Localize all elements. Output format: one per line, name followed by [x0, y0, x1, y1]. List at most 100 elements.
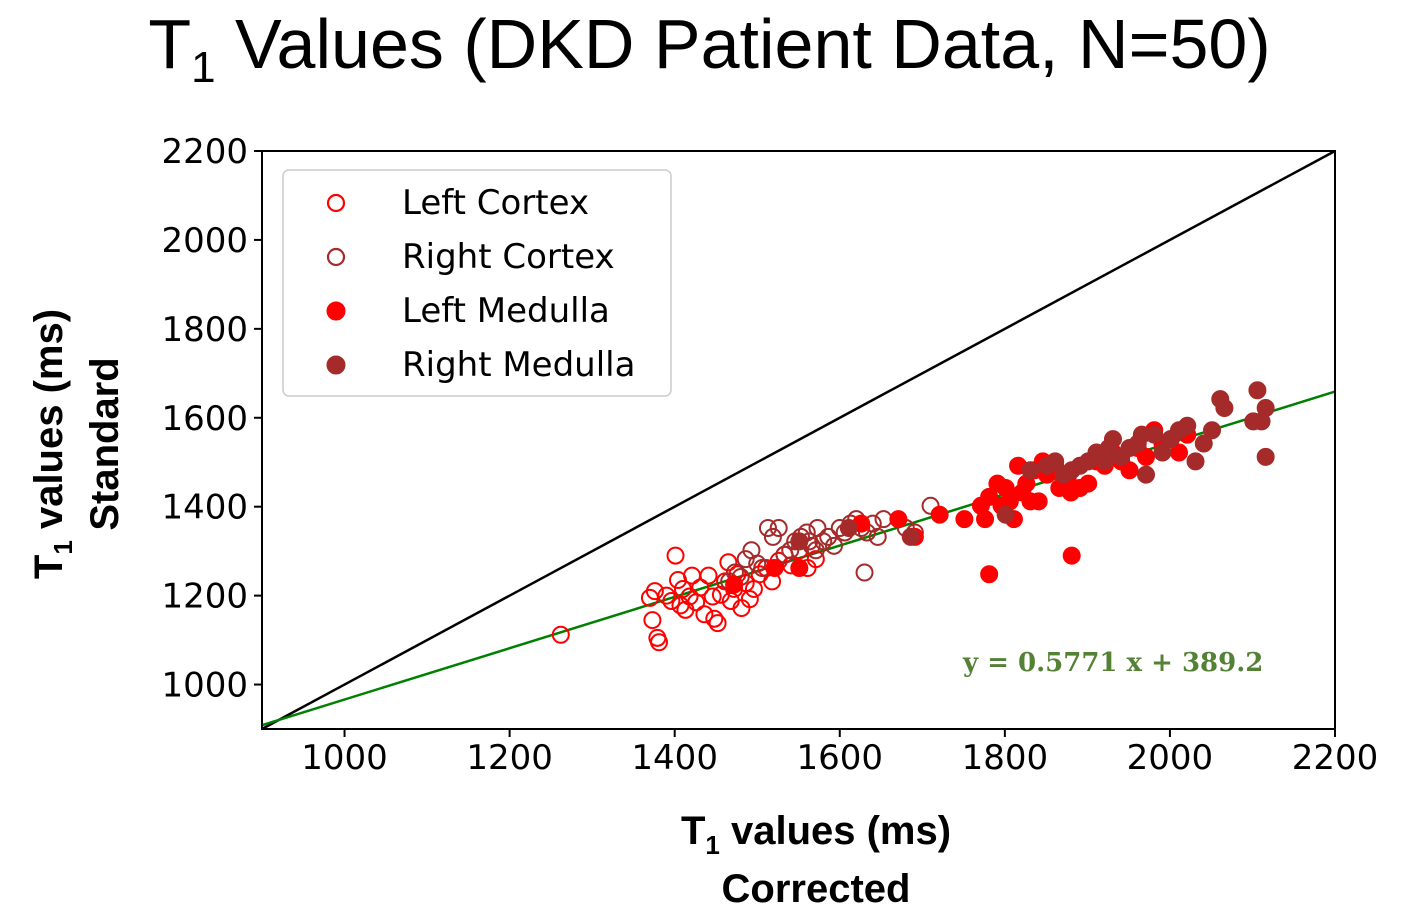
legend-label-right-medulla: Right Medulla: [402, 345, 635, 385]
x-axis-title: T1 values (ms): [681, 809, 951, 860]
left-cortex-point: [680, 587, 699, 606]
x-tick-label: 1200: [466, 738, 553, 778]
left-cortex-point: [806, 550, 825, 569]
right-medulla-point: [839, 519, 858, 538]
identity-line: [261, 149, 1336, 731]
right-medulla-point: [1256, 447, 1275, 466]
right-medulla-point: [901, 527, 920, 546]
left-medulla-point: [725, 575, 744, 594]
left-medulla-point: [1029, 492, 1048, 511]
legend-label-left-cortex: Left Cortex: [402, 183, 589, 223]
data-points: [551, 381, 1275, 652]
right-cortex-point: [819, 527, 838, 546]
left-medulla-point: [1062, 546, 1081, 565]
left-medulla-point: [976, 510, 995, 529]
fit-equation: y = 0.5771 x + 389.2: [962, 648, 1263, 678]
right-medulla-point: [1194, 434, 1213, 453]
x-axis-ticks: 1000 1200 1400 1600 1800 2000 2200: [301, 729, 1378, 778]
right-cortex-point: [824, 536, 843, 555]
legend: Left Cortex Right Cortex Left Medulla Right…: [282, 169, 672, 397]
y-axis-title-prefix: T: [27, 555, 71, 579]
left-medulla-point: [930, 505, 949, 524]
y-tick-label: 1000: [161, 666, 248, 706]
legend-marker-right-cortex: [326, 247, 346, 267]
right-medulla-point: [1178, 416, 1197, 435]
right-cortex-point: [874, 510, 893, 529]
y-tick-label: 2000: [161, 221, 248, 261]
right-medulla-point: [1046, 452, 1065, 471]
legend-marker-left-medulla: [326, 301, 346, 321]
right-cortex-point: [775, 545, 794, 564]
left-medulla-point: [1120, 461, 1139, 480]
left-medulla-point: [889, 510, 908, 529]
title-prefix: T: [148, 5, 192, 83]
left-cortex-point: [666, 546, 685, 565]
left-cortex-point: [719, 553, 738, 572]
right-medulla-point: [1153, 443, 1172, 462]
x-tick-label: 1000: [301, 738, 388, 778]
legend-label-right-cortex: Right Cortex: [402, 237, 615, 277]
left-cortex-point: [551, 625, 570, 644]
y-axis-title-subscript: 1: [48, 540, 78, 554]
right-cortex-point: [806, 541, 825, 560]
right-cortex-point: [736, 550, 755, 569]
left-cortex-point: [657, 586, 676, 605]
title-subscript: 1: [191, 43, 216, 92]
left-cortex-point: [650, 633, 669, 652]
left-cortex-point: [699, 566, 718, 585]
left-medulla-point: [1136, 447, 1155, 466]
y-tick-label: 1400: [161, 488, 248, 528]
left-cortex-point: [705, 609, 724, 628]
right-medulla-point: [1203, 421, 1222, 440]
left-medulla-point: [1079, 474, 1098, 493]
x-axis-title-line2: Corrected: [722, 867, 911, 911]
left-cortex-point: [671, 596, 690, 615]
plot-frame: [261, 150, 1336, 730]
left-cortex-point: [645, 582, 664, 601]
right-cortex-point: [855, 563, 874, 582]
x-axis-title-rest: values (ms): [720, 809, 951, 853]
x-tick-label: 2200: [1292, 738, 1379, 778]
left-cortex-point: [703, 587, 722, 606]
left-cortex-point: [683, 566, 702, 585]
y-axis-ticks: 1000 1200 1400 1600 1800 2000 2200: [161, 132, 262, 706]
y-tick-label: 1200: [161, 577, 248, 617]
left-medulla-point: [765, 559, 784, 578]
right-medulla-point: [1256, 398, 1275, 417]
legend-label-left-medulla: Left Medulla: [402, 291, 610, 331]
left-cortex-point: [708, 614, 727, 633]
left-cortex-point: [691, 578, 710, 597]
x-axis-title-prefix: T: [681, 809, 705, 853]
left-medulla-point: [980, 487, 999, 506]
x-tick-label: 1600: [797, 738, 884, 778]
right-cortex-point: [758, 519, 777, 538]
left-cortex-point: [740, 590, 759, 609]
right-medulla-point: [996, 505, 1015, 524]
right-medulla-point: [1215, 398, 1234, 417]
y-axis-title-line2: Standard: [83, 357, 127, 530]
left-medulla-point: [955, 510, 974, 529]
right-medulla-point: [1021, 461, 1040, 480]
y-axis-title-group: T1 values (ms) Standard: [27, 309, 127, 579]
title-rest: Values (DKD Patient Data, N=50): [215, 5, 1271, 83]
x-tick-label: 1800: [962, 738, 1049, 778]
y-tick-label: 1800: [161, 310, 248, 350]
y-axis-title-rest: values (ms): [27, 309, 71, 540]
legend-items: Left Cortex Right Cortex Left Medulla Right…: [326, 183, 635, 385]
left-cortex-point: [695, 605, 714, 624]
right-medulla-point: [1132, 425, 1151, 444]
y-tick-label: 2200: [161, 132, 248, 172]
right-medulla-point: [1248, 381, 1267, 400]
legend-box: [282, 169, 672, 397]
x-tick-label: 1400: [631, 738, 718, 778]
right-medulla-point: [790, 532, 809, 551]
x-axis-title-subscript: 1: [705, 830, 719, 860]
right-medulla-point: [1186, 452, 1205, 471]
left-medulla-point: [980, 565, 999, 584]
right-cortex-point: [868, 527, 887, 546]
left-medulla-point: [790, 559, 809, 578]
left-cortex-point: [643, 611, 662, 630]
x-tick-label: 2000: [1127, 738, 1214, 778]
left-cortex-point: [662, 591, 681, 610]
